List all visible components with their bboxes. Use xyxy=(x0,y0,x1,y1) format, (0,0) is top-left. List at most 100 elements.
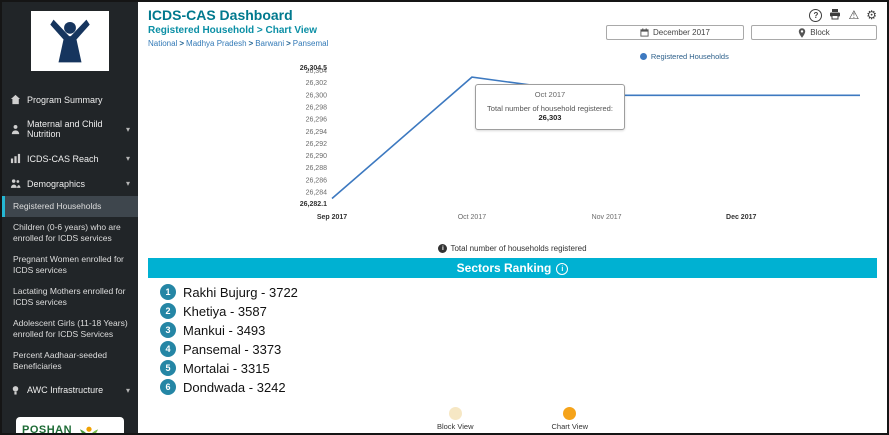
bar-chart-icon xyxy=(10,153,21,164)
sector-rank-row: 4 Pansemal - 3373 xyxy=(160,341,877,358)
chevron-down-icon: ▾ xyxy=(125,179,130,188)
breadcrumb-madhya-pradesh[interactable]: Madhya Pradesh xyxy=(186,39,247,48)
sidebar-subitem-adolescent-girls[interactable]: Adolescent Girls (11-18 Years) enrolled … xyxy=(13,318,128,340)
svg-text:26,286: 26,286 xyxy=(306,177,328,184)
svg-text:26,282.1: 26,282.1 xyxy=(300,201,327,208)
chevron-down-icon: ▾ xyxy=(125,124,130,134)
tooltip-label: Total number of household registered: xyxy=(487,104,613,113)
sidebar-nav: Program Summary Maternal and Child Nutri… xyxy=(2,87,138,403)
svg-text:26,300: 26,300 xyxy=(306,92,328,99)
main-content: ICDS-CAS Dashboard ? ⚠ ⚙ Registered Hous… xyxy=(138,2,887,433)
svg-text:26,294: 26,294 xyxy=(306,129,328,136)
sector-rank-row: 1 Rakhi Bujurg - 3722 xyxy=(160,284,877,301)
icds-logo-figure xyxy=(50,19,90,63)
sidebar-item-demographics[interactable]: Demographics ▾ xyxy=(2,171,138,196)
legend-dot-icon xyxy=(639,53,647,60)
chart-view-label: Chart View xyxy=(551,422,589,431)
sidebar-subitem-children-enrolled[interactable]: Children (0-6 years) who are enrolled fo… xyxy=(13,222,121,244)
location-filter-dropdown[interactable]: Block xyxy=(751,25,877,40)
sector-rank-text: Rakhi Bujurg - 3722 xyxy=(183,284,298,300)
sector-rank-row: 2 Khetiya - 3587 xyxy=(160,303,877,320)
svg-text:26,296: 26,296 xyxy=(306,117,328,124)
svg-text:26,298: 26,298 xyxy=(306,104,328,111)
sidebar-item-program-summary[interactable]: Program Summary xyxy=(2,87,138,112)
rank-badge: 2 xyxy=(160,303,176,320)
svg-text:26,284: 26,284 xyxy=(306,189,328,196)
icds-logo xyxy=(31,11,109,71)
map-pin-icon xyxy=(799,27,806,38)
info-icon[interactable]: i xyxy=(438,244,448,254)
block-view-label: Block View xyxy=(436,422,474,431)
breadcrumb-national[interactable]: National xyxy=(148,39,178,48)
settings-gear-icon[interactable]: ⚙ xyxy=(866,8,877,22)
svg-text:26,292: 26,292 xyxy=(306,141,328,148)
tooltip-title: Oct 2017 xyxy=(534,90,566,99)
legend-label: Registered Households xyxy=(650,52,729,61)
sector-rank-text: Khetiya - 3587 xyxy=(183,303,267,319)
alert-icon[interactable]: ⚠ xyxy=(848,8,860,22)
view-toggle: Block View Chart View xyxy=(138,407,887,431)
breadcrumb-barwani[interactable]: Barwani xyxy=(255,39,285,48)
person-icon xyxy=(10,124,21,135)
subheader: Registered Household > Chart View Nation… xyxy=(148,25,877,48)
poshan-logo-graphic xyxy=(79,426,99,433)
line-chart[interactable]: Registered Households 26,284 26,286 26,288… xyxy=(280,52,870,242)
svg-text:Sep 2017: Sep 2017 xyxy=(317,214,347,221)
sidebar-item-label: ICDS-CAS Reach xyxy=(27,153,99,164)
chart-view-button[interactable]: Chart View xyxy=(551,407,589,431)
sector-rank-row: 6 Dondwada - 3242 xyxy=(160,379,877,396)
month-filter-dropdown[interactable]: December 2017 xyxy=(606,25,744,40)
people-icon xyxy=(10,178,21,189)
chart-tooltip: Oct 2017 Total number of household regis… xyxy=(475,84,625,130)
rank-badge: 1 xyxy=(160,284,176,301)
chart-footnote: i Total number of households registered xyxy=(148,244,877,254)
sidebar-subitem-percent-aadhaar[interactable]: Percent Aadhaar-seeded Beneficiaries xyxy=(13,350,108,372)
sidebar-item-label: Maternal and Child Nutrition xyxy=(27,119,103,139)
svg-text:Oct 2017: Oct 2017 xyxy=(458,214,487,221)
sidebar-item-awc-infrastructure[interactable]: AWC Infrastructure ▾ xyxy=(2,378,138,403)
rank-badge: 6 xyxy=(160,379,176,396)
sectors-ranking-list: 1 Rakhi Bujurg - 3722 2 Khetiya - 3587 3… xyxy=(148,281,877,398)
svg-text:26,288: 26,288 xyxy=(306,165,328,172)
sector-rank-text: Pansemal - 3373 xyxy=(183,341,282,357)
sidebar-subitem-lactating-mothers[interactable]: Lactating Mothers enrolled for ICDS serv… xyxy=(13,286,126,308)
block-view-button[interactable]: Block View xyxy=(437,407,474,431)
sectors-ranking-header: Sectors Ranking i xyxy=(148,258,877,279)
page-title: ICDS-CAS Dashboard xyxy=(148,7,293,23)
chevron-down-icon: ▾ xyxy=(125,154,130,163)
sidebar-item-icds-cas-reach[interactable]: ICDS-CAS Reach ▾ xyxy=(2,146,138,171)
chart-view-icon xyxy=(563,407,577,420)
sector-rank-row: 5 Mortalai - 3315 xyxy=(160,360,877,377)
svg-text:26,304.5: 26,304.5 xyxy=(300,65,327,72)
sector-rank-text: Dondwada - 3242 xyxy=(183,379,286,395)
calendar-icon xyxy=(640,28,649,37)
titlebar: ICDS-CAS Dashboard ? ⚠ ⚙ xyxy=(148,7,877,23)
chevron-down-icon: ▾ xyxy=(125,385,130,395)
svg-text:Dec 2017: Dec 2017 xyxy=(726,214,756,221)
bulb-icon xyxy=(10,385,21,396)
sidebar-subitem-pregnant-women[interactable]: Pregnant Women enrolled for ICDS service… xyxy=(13,254,124,276)
info-icon[interactable]: i xyxy=(556,263,569,276)
svg-text:26,304: 26,304 xyxy=(306,68,328,75)
help-icon[interactable]: ? xyxy=(809,8,823,22)
breadcrumb-pansemal[interactable]: Pansemal xyxy=(292,39,329,48)
print-icon[interactable] xyxy=(829,8,841,22)
chart-legend-registered-households[interactable]: Registered Households xyxy=(639,52,729,61)
chart-footnote-text: Total number of households registered xyxy=(450,244,587,253)
sector-rank-text: Mortalai - 3315 xyxy=(183,360,270,376)
svg-text:Nov 2017: Nov 2017 xyxy=(592,214,622,221)
sidebar-item-label: AWC Infrastructure xyxy=(27,385,104,396)
poshan-title: POSHAN xyxy=(22,423,73,433)
home-icon xyxy=(10,94,21,105)
sidebar: Program Summary Maternal and Child Nutri… xyxy=(2,2,138,433)
sidebar-item-maternal-child-nutrition[interactable]: Maternal and Child Nutrition ▾ xyxy=(2,112,138,146)
breadcrumb-separator: > xyxy=(286,39,291,48)
rank-badge: 3 xyxy=(160,322,176,339)
chart-plot-area[interactable]: 26,284 26,286 26,288 26,290 26,292 26,294 26,2… xyxy=(280,54,870,232)
month-filter-value: December 2017 xyxy=(653,28,710,37)
sidebar-subitem-registered-households[interactable]: Registered Households xyxy=(2,196,138,218)
location-filter-value: Block xyxy=(810,28,830,37)
sidebar-item-label: Program Summary xyxy=(27,94,103,105)
block-view-icon xyxy=(448,407,462,420)
